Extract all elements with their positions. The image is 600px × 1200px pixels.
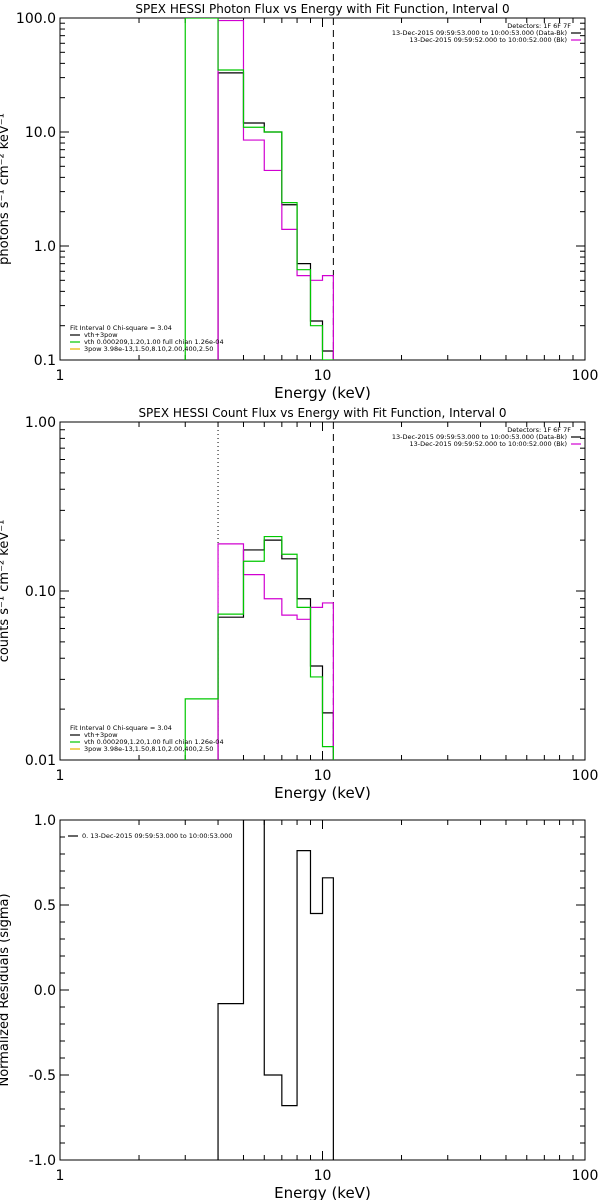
x-tick-label: 1 — [56, 1168, 65, 1184]
y-tick-label: 100.0 — [16, 11, 56, 27]
y-tick-label: 0.5 — [34, 898, 56, 914]
y-axis-label: counts s⁻¹ cm⁻² keV⁻¹ — [0, 520, 12, 663]
x-tick-label: 10 — [314, 368, 332, 384]
legend-entry: vth 0.000209,1.20,1.00 full chian 1.26e-… — [84, 338, 224, 346]
panel-title: SPEX HESSI Count Flux vs Energy with Fit… — [138, 406, 506, 420]
series-line — [184, 18, 334, 360]
series-line — [217, 539, 334, 760]
x-axis-label: Energy (keV) — [274, 1184, 371, 1200]
y-tick-label: 0.0 — [34, 983, 56, 999]
legend-entry: 3pow 3.98e-13,1.50,8.10,2.00,400,2.50 — [84, 745, 213, 753]
x-tick-label: 1 — [56, 368, 65, 384]
y-tick-label: 1.0 — [34, 813, 56, 829]
x-tick-label: 10 — [314, 768, 332, 784]
panel-title: SPEX HESSI Photon Flux vs Energy with Fi… — [135, 2, 509, 16]
plot-area — [184, 18, 334, 360]
plot-area — [184, 535, 334, 760]
legend-entry: vth 0.000209,1.20,1.00 full chian 1.26e-… — [84, 738, 224, 746]
y-tick-label: 1.00 — [25, 415, 56, 431]
y-tick-label: 1.0 — [34, 239, 56, 255]
legend-entry: 3pow 3.98e-13,1.50,8.10,2.00,400,2.50 — [84, 345, 213, 353]
legend-entry: vth+3pow — [84, 731, 118, 739]
plot-area — [217, 820, 334, 1160]
legend-entry: 13-Dec-2015 09:59:53.000 to 10:00:53.000… — [392, 433, 567, 441]
x-tick-label: 10 — [314, 1168, 332, 1184]
x-tick-label: 100 — [572, 1168, 599, 1184]
y-axis-label: Normalized Residuals (sigma) — [0, 893, 12, 1086]
panel-1: 1 10 100 100.0 10.0 1.0 0.1 SPEX HESSI Photon F… — [0, 2, 598, 402]
x-tick-label: 100 — [572, 368, 599, 384]
legend-entry: 13-Dec-2015 09:59:53.000 to 10:00:53.000… — [392, 29, 567, 37]
x-tick-label: 1 — [56, 768, 65, 784]
legend-entry: vth+3pow — [84, 331, 118, 339]
plot-frame — [59, 819, 586, 1161]
series-line — [217, 72, 334, 360]
legend-detectors: Detectors: 1F 6F 7F — [507, 22, 571, 30]
y-tick-label: 0.1 — [34, 353, 56, 369]
series-line — [184, 535, 334, 760]
panel-3: 1 10 100 1.0 0.5 0.0 -0.5 -1.0 Energy (keV) Norma… — [0, 813, 599, 1200]
x-axis-label: Energy (keV) — [274, 784, 371, 802]
x-tick-label: 100 — [572, 768, 599, 784]
legend-entry: 0. 13-Dec-2015 09:59:53.000 to 10:00:53.… — [82, 832, 232, 840]
series-line — [217, 820, 334, 1160]
x-axis-label: Energy (keV) — [274, 384, 371, 402]
y-tick-label: -0.5 — [29, 1068, 56, 1084]
y-axis-label: photons s⁻¹ cm⁻² keV⁻¹ — [0, 113, 12, 265]
y-tick-label: 0.01 — [25, 753, 56, 769]
y-tick-label: 10.0 — [25, 125, 56, 141]
y-tick-label: -1.0 — [29, 1153, 56, 1169]
plot-frame — [59, 17, 586, 361]
legend-detectors: Detectors: 1F 6F 7F — [507, 426, 571, 434]
series-line — [217, 543, 334, 760]
y-tick-label: 0.10 — [25, 584, 56, 600]
legend-fit-header: Fit Interval 0 Chi-square = 3.04 — [70, 324, 172, 332]
legend-entry: 13-Dec-2015 09:59:52.000 to 10:00:52.000… — [410, 440, 568, 448]
legend-entry: 13-Dec-2015 09:59:52.000 to 10:00:52.000… — [410, 36, 568, 44]
panel-2: 1 10 100 1.00 0.10 0.01 SPEX HESSI Count Flux … — [0, 406, 598, 802]
legend-fit-header: Fit Interval 0 Chi-square = 3.04 — [70, 724, 172, 732]
